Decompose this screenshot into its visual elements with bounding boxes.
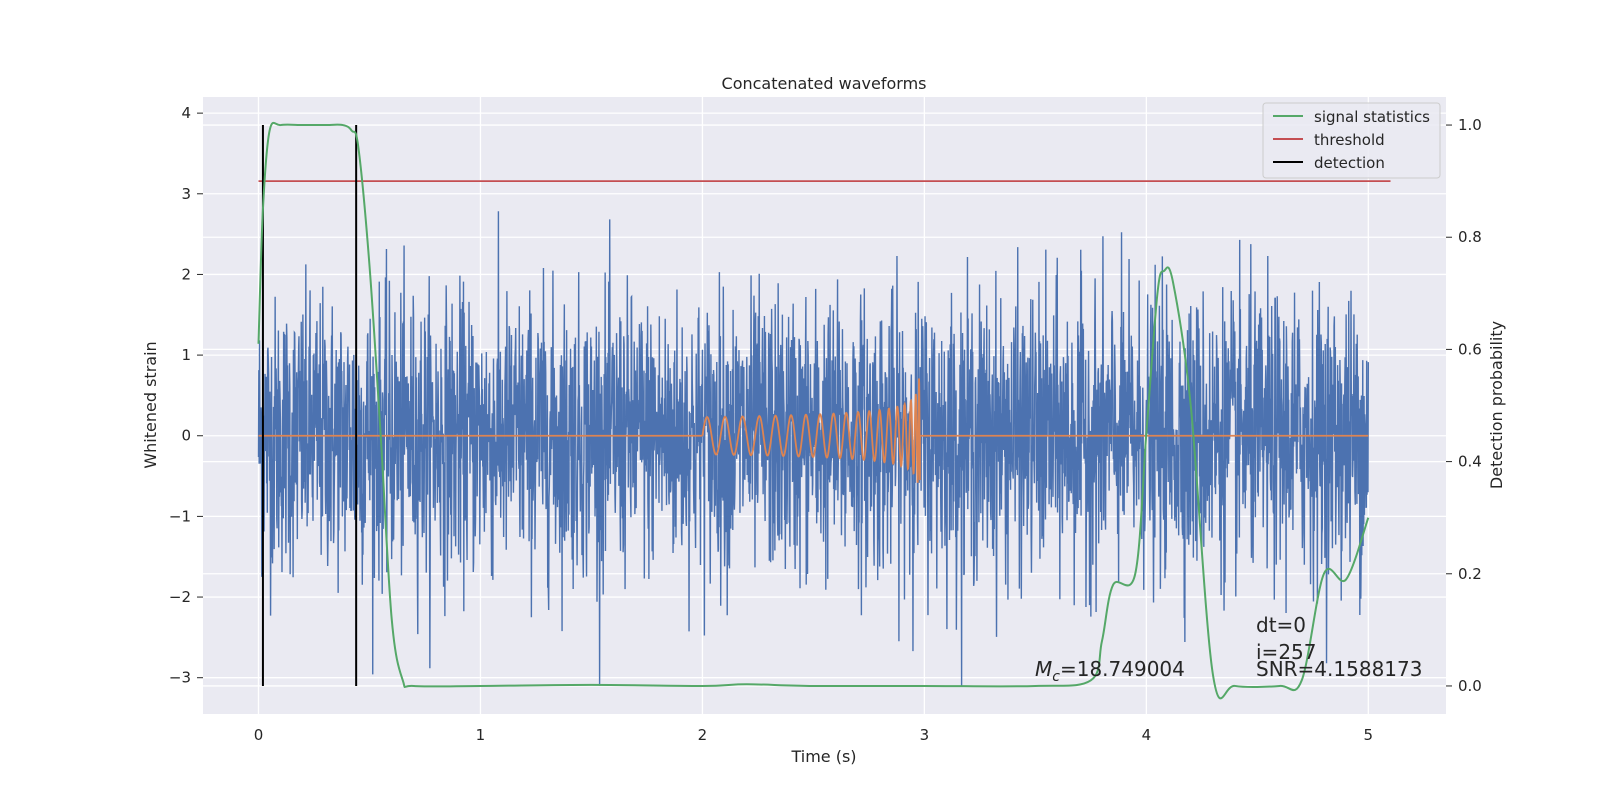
right-axis-series xyxy=(257,121,1391,700)
y-tick-label: −3 xyxy=(169,669,191,687)
chirp-mass-value: =18.749004 xyxy=(1060,657,1185,681)
y-right-tick-label: 0.8 xyxy=(1458,228,1482,246)
x-tick-label: 3 xyxy=(920,726,930,744)
annotations: Mc=18.749004 dt=0 i=257 SNR=4.1588173 xyxy=(1035,613,1422,685)
waveform-line xyxy=(258,378,1369,483)
legend-entry-detection: detection xyxy=(1314,154,1385,172)
snr-annotation: SNR=4.1588173 xyxy=(1256,657,1422,681)
y-tick-label: 0 xyxy=(181,427,191,445)
y-axis-label: Whitened strain xyxy=(141,341,160,468)
y-tick-label: 2 xyxy=(181,265,191,283)
x-axis-label: Time (s) xyxy=(790,747,856,766)
y-right-tick-label: 1.0 xyxy=(1458,116,1482,134)
x-tick-label: 5 xyxy=(1364,726,1374,744)
y-tick-label: −1 xyxy=(169,507,191,525)
x-tick-label: 0 xyxy=(254,726,264,744)
chirp-mass-annotation: Mc=18.749004 xyxy=(1035,657,1185,685)
legend-entry-signal-statistics: signal statistics xyxy=(1314,108,1430,126)
y-tick-label: −2 xyxy=(169,588,191,606)
y-right-tick-label: 0.0 xyxy=(1458,677,1482,695)
y-right-tick-label: 0.2 xyxy=(1458,565,1482,583)
signal-statistics-line xyxy=(257,121,1370,700)
chart-title: Concatenated waveforms xyxy=(722,74,927,93)
x-tick-label: 1 xyxy=(476,726,486,744)
strain-line xyxy=(257,211,1370,686)
y-axis-right-label: Detection probability xyxy=(1487,321,1506,489)
series-waveform xyxy=(258,378,1369,483)
y-tick-label: 4 xyxy=(181,104,191,122)
x-tick-label: 2 xyxy=(698,726,708,744)
legend: signal statistics threshold detection xyxy=(1262,102,1441,179)
y-right-tick-label: 0.6 xyxy=(1458,340,1482,358)
index-annotation: i=257 xyxy=(1256,640,1317,664)
x-tick-label: 4 xyxy=(1142,726,1152,744)
series-strain xyxy=(257,211,1370,686)
legend-box xyxy=(1262,102,1441,179)
dt-annotation: dt=0 xyxy=(1256,613,1306,637)
axes: 0 1 2 3 4 5 −3 −2 −1 0 1 2 3 4 0.0 0.2 0.4 0.6 0.8 1.0 xyxy=(169,104,1482,744)
y-tick-label: 1 xyxy=(181,346,191,364)
y-tick-label: 3 xyxy=(181,185,191,203)
y-right-tick-label: 0.4 xyxy=(1458,453,1482,471)
legend-entry-threshold: threshold xyxy=(1314,131,1385,149)
